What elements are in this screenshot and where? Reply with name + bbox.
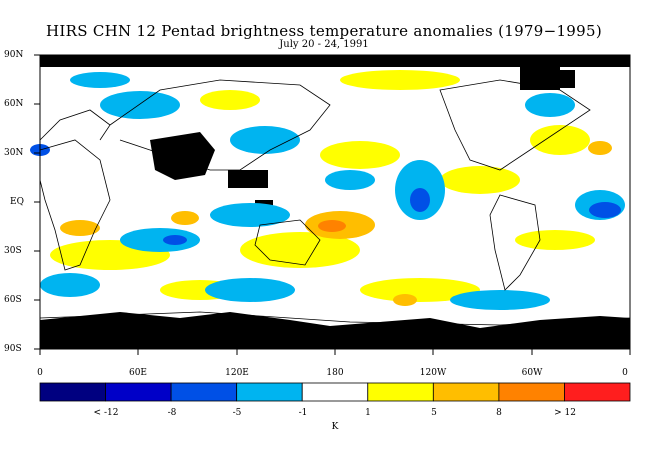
- lon-label-60w: 60W: [521, 368, 543, 378]
- lon-label-60e: 60E: [128, 368, 148, 378]
- colorbar-label-8: 8: [496, 408, 502, 418]
- lon-label-120e: 120E: [225, 368, 249, 378]
- lat-label-30n: 30N: [4, 148, 24, 158]
- lon-label-120w: 120W: [419, 368, 447, 378]
- asia-missing: [150, 132, 215, 180]
- lat-label-30s: 30S: [4, 246, 22, 256]
- colorbar-segment-4: [301, 382, 369, 402]
- colorbar: [39, 382, 631, 402]
- colorbar-segment-7: [498, 382, 565, 402]
- colorbar-label-gt-12: > 12: [554, 408, 576, 418]
- lat-ticks: [34, 54, 40, 350]
- colorbar-segment-2: [170, 382, 238, 402]
- colorbar-segment-6: [432, 382, 500, 402]
- colorbar-unit: K: [331, 422, 339, 432]
- colorbar-label-1: 1: [365, 408, 371, 418]
- colorbar-label-neg8: -8: [167, 408, 177, 418]
- arctic-missing: [40, 55, 630, 67]
- lon-label-180: 180: [326, 368, 344, 378]
- antarctic-missing: [40, 312, 630, 349]
- lon-label-0-left: 0: [37, 368, 43, 378]
- lat-label-90s: 90S: [4, 344, 22, 354]
- lat-label-eq: EQ: [10, 197, 24, 207]
- lat-label-60s: 60S: [4, 295, 22, 305]
- colorbar-segment-0: [39, 382, 106, 402]
- anomaly-patches: [30, 55, 630, 349]
- colorbar-segment-5: [367, 382, 434, 402]
- colorbar-segment-8: [564, 382, 631, 402]
- coastlines: [39, 79, 631, 326]
- colorbar-segment-1: [105, 382, 172, 402]
- colorbar-segment-3: [236, 382, 303, 402]
- map-title: HIRS CHN 12 Pentad brightness temperatur…: [46, 22, 602, 40]
- colorbar-label-neg5: -5: [232, 408, 242, 418]
- map-subtitle: July 20 - 24, 1991: [279, 39, 369, 50]
- colorbar-label-5: 5: [431, 408, 437, 418]
- colorbar-label-neg1: -1: [298, 408, 308, 418]
- lon-ticks: [39, 349, 631, 355]
- lon-label-0-right: 0: [622, 368, 628, 378]
- lat-label-90n: 90N: [4, 50, 24, 60]
- colorbar-label-lt-12: < -12: [93, 408, 119, 418]
- lat-label-60n: 60N: [4, 99, 24, 109]
